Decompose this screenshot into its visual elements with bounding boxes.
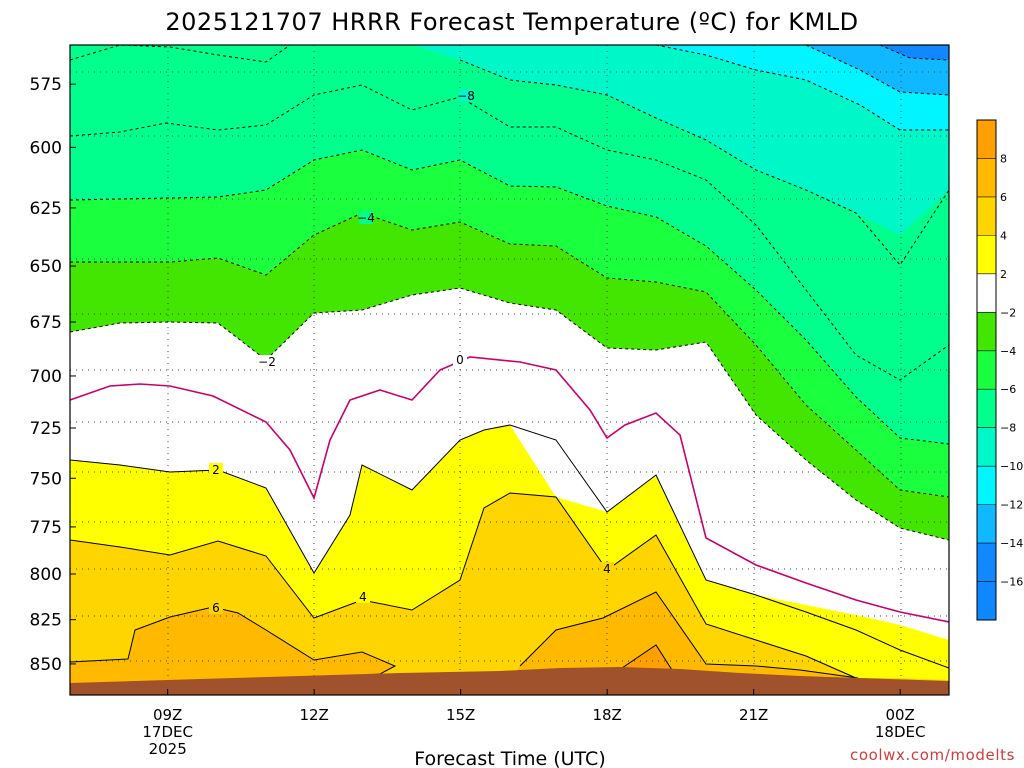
chart-title: 2025121707 HRRR Forecast Temperature (ºC… [165,8,858,36]
colorbar: 8 6 4 2 −2 −4 −6 −8 −10 −12 −14 −16 [976,119,1023,621]
colorbar-swatch [977,543,996,582]
x-tick-label: 2025 [149,740,187,758]
contour-label-group: −8 −4 −2 0 2 4 4 6 [209,89,614,615]
contour-label-zero: 0 [456,353,464,367]
y-tick-label: 575 [30,75,62,95]
colorbar-swatch [977,312,996,351]
colorbar-label: 8 [1000,152,1007,165]
contour-lines-negative [70,45,949,541]
colorbar-swatch [977,427,996,467]
colorbar-swatch [977,466,996,505]
fill-minus8-to-minus6 [70,45,949,235]
colorbar-label: −10 [1000,460,1023,473]
contour-label-6: 6 [212,601,220,615]
colorbar-label: −14 [1000,537,1023,550]
contour-label-minus4: −4 [357,211,375,225]
plot-area [70,45,949,695]
y-tick-label: 700 [30,367,62,387]
x-tick-label: 17DEC [142,723,193,741]
colorbar-swatch [977,158,996,197]
y-tick-label: 625 [30,199,62,219]
x-tick-label: 09Z [153,706,182,724]
contour-label-2: 2 [212,463,220,477]
contour-zero-line [70,356,949,623]
x-tick-label: 12Z [299,706,328,724]
fill-6-to-8 [70,592,949,695]
colorbar-swatch [977,581,996,620]
x-tick-label: 00Z [885,706,914,724]
contour-label-minus8: −8 [457,89,475,103]
fill-minus14-to-minus12 [880,45,949,60]
y-tick-label: 600 [30,138,62,158]
credit-text: coolwx.com/modelts [850,746,1015,764]
contour-label-4a: 4 [359,590,367,604]
colorbar-swatch [977,273,996,313]
gridlines [70,45,949,695]
colorbar-label: −16 [1000,576,1023,589]
colorbar-swatch [977,196,996,236]
fill-minus4-to-minus2 [70,150,949,497]
colorbar-label: −2 [1000,306,1016,319]
y-tick-label: 775 [30,518,62,538]
y-tick-label: 675 [30,313,62,333]
contour-label-4b: 4 [603,562,611,576]
colorbar-label: −12 [1000,499,1023,512]
terrain-ground [70,667,949,695]
plot-frame [69,44,950,696]
x-axis-label: Forecast Time (UTC) [414,748,605,768]
fill-minus2-to-0 [70,213,949,540]
colorbar-swatch [977,350,996,390]
colorbar-frame [976,119,997,621]
y-tick-label: 725 [30,419,62,439]
colorbar-swatch [977,389,996,428]
colorbar-label: 6 [1000,191,1007,204]
colorbar-label: 2 [1000,268,1007,281]
colorbar-swatch [977,235,996,274]
colorbar-label: −8 [1000,422,1016,435]
y-tick-label: 650 [30,257,62,277]
x-tick-label: 18Z [592,706,621,724]
y-tick-label: 800 [30,565,62,585]
x-tick-label: 21Z [739,706,768,724]
colorbar-label: 4 [1000,229,1007,242]
contour-label-minus2: −2 [258,355,276,369]
x-tick-label: 18DEC [875,723,926,741]
colorbar-swatch [977,504,996,544]
colorbar-label: −6 [1000,383,1016,396]
x-tick-label: 15Z [446,706,475,724]
colorbar-label: −4 [1000,345,1016,358]
y-tick-label: 750 [30,469,62,489]
y-tick-label: 825 [30,611,62,631]
y-tick-label: 850 [30,655,62,675]
contour-lines-positive [70,424,949,681]
colorbar-swatch [977,120,996,159]
y-axis: 575 600 625 650 675 700 725 750 775 800 825 850 [30,75,76,675]
